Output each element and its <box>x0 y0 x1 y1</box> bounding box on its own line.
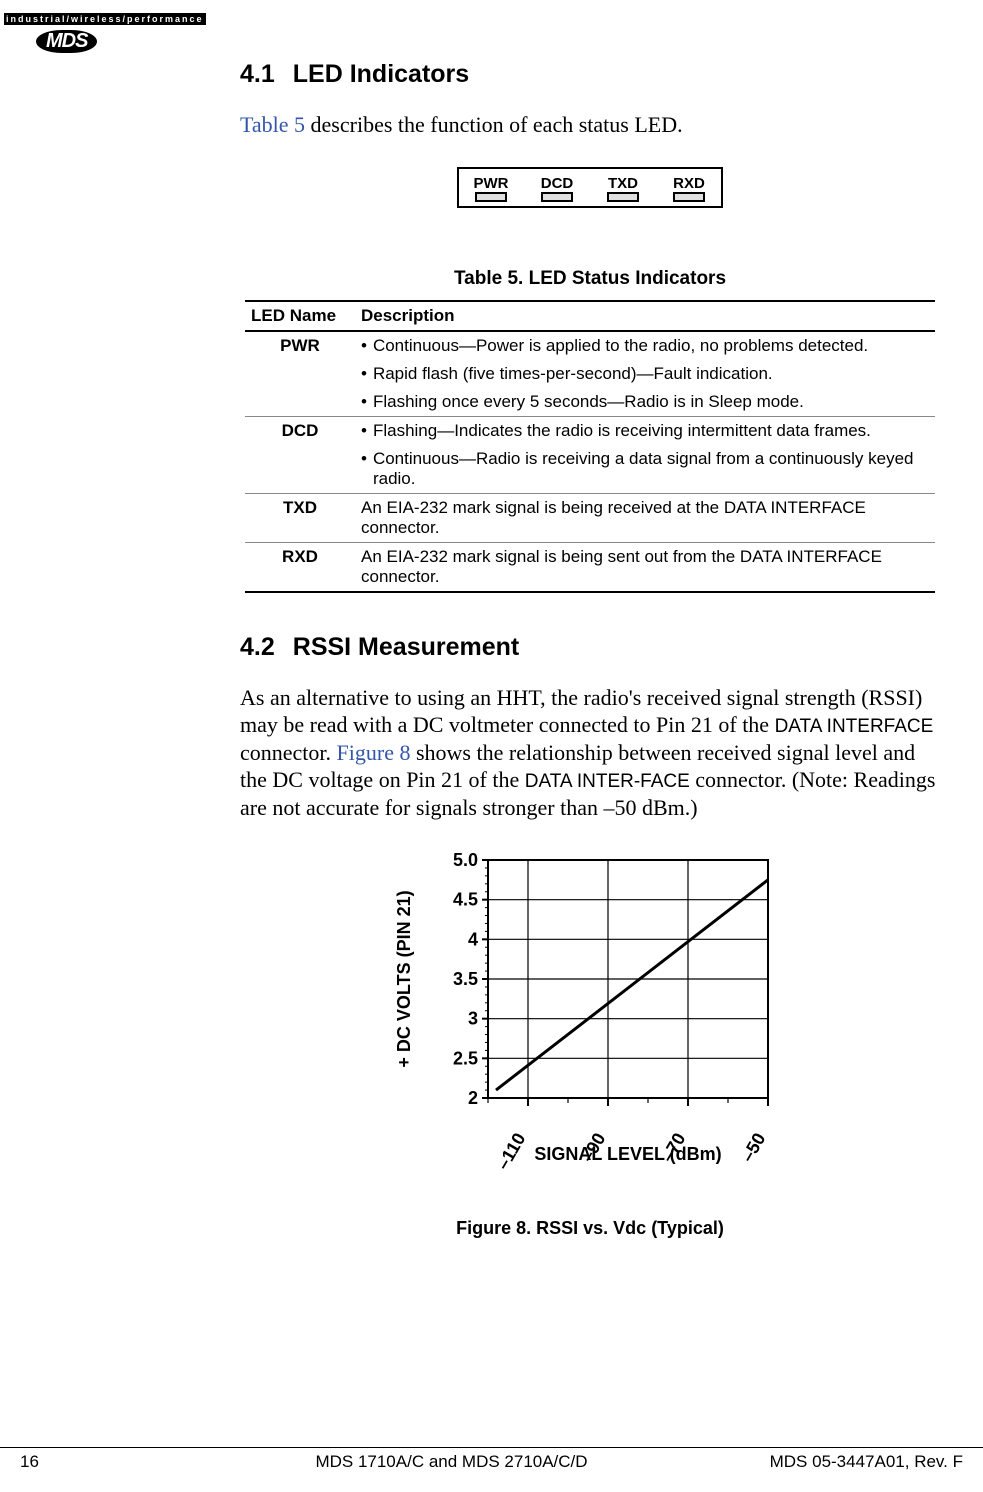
figure8-caption: Figure 8. RSSI vs. Vdc (Typical) <box>240 1218 940 1239</box>
led-name-cell: PWR <box>245 331 355 360</box>
description-cell: An EIA-232 mark signal is being received… <box>355 493 935 542</box>
section-number: 4.2 <box>240 633 275 661</box>
section-4-1-intro: Table 5 describes the function of each s… <box>240 111 940 139</box>
led-name-cell <box>245 360 355 388</box>
section-4-2-heading: 4.2 RSSI Measurement <box>240 633 940 662</box>
description-cell: •Flashing once every 5 seconds—Radio is … <box>355 388 935 417</box>
table-row: DCD•Flashing—Indicates the radio is rece… <box>245 416 935 445</box>
led-indicator: DCD <box>533 175 581 202</box>
led-name-cell: RXD <box>245 542 355 592</box>
svg-text:2: 2 <box>468 1088 478 1108</box>
table-row: •Flashing once every 5 seconds—Radio is … <box>245 388 935 417</box>
th-led-name: LED Name <box>245 301 355 331</box>
th-description: Description <box>355 301 935 331</box>
section-title: RSSI Measurement <box>293 633 519 661</box>
page-footer: 16 MDS 1710A/C and MDS 2710A/C/D MDS 05-… <box>0 1447 983 1472</box>
table-row: RXDAn EIA-232 mark signal is being sent … <box>245 542 935 592</box>
table-row: •Rapid flash (five times-per-second)—Fau… <box>245 360 935 388</box>
svg-text:2.5: 2.5 <box>453 1048 478 1068</box>
description-cell: •Continuous—Power is applied to the radi… <box>355 331 935 360</box>
figure8-link[interactable]: Figure 8 <box>337 740 411 765</box>
led-indicator: RXD <box>665 175 713 202</box>
smallcaps-text: DATA INTER-FACE <box>525 771 690 792</box>
logo-tagline: industrial/wireless/performance <box>4 13 206 25</box>
description-cell: •Continuous—Radio is receiving a data si… <box>355 445 935 494</box>
led-box-icon <box>673 192 705 202</box>
rssi-chart: 22.533.544.55.0–110–90–70–50+ DC VOLTS (… <box>370 850 810 1190</box>
description-cell: An EIA-232 mark signal is being sent out… <box>355 542 935 592</box>
table-row: PWR•Continuous—Power is applied to the r… <box>245 331 935 360</box>
description-cell: •Rapid flash (five times-per-second)—Fau… <box>355 360 935 388</box>
led-box-icon <box>607 192 639 202</box>
intro-text: describes the function of each status LE… <box>305 112 683 137</box>
led-name-cell: DCD <box>245 416 355 445</box>
footer-doc-title: MDS 1710A/C and MDS 2710A/C/D <box>200 1452 703 1472</box>
brand-logo: industrial/wireless/performance MDS <box>4 4 206 53</box>
svg-text:–110: –110 <box>493 1129 530 1173</box>
section-number: 4.1 <box>240 60 275 88</box>
svg-text:3.5: 3.5 <box>453 969 478 989</box>
table-row: TXDAn EIA-232 mark signal is being recei… <box>245 493 935 542</box>
table5-caption: Table 5. LED Status Indicators <box>240 268 940 290</box>
smallcaps-text: DATA INTERFACE <box>775 716 934 737</box>
led-status-table: LED Name Description PWR•Continuous—Powe… <box>245 300 935 593</box>
led-label: DCD <box>541 175 574 192</box>
footer-doc-id: MDS 05-3447A01, Rev. F <box>703 1452 983 1472</box>
led-name-cell <box>245 445 355 494</box>
led-indicator: TXD <box>599 175 647 202</box>
section-4-2-body: As an alternative to using an HHT, the r… <box>240 684 940 822</box>
led-panel-figure: PWR DCD TXD RXD <box>240 167 940 208</box>
footer-page-number: 16 <box>0 1452 200 1472</box>
section-4-1-heading: 4.1 LED Indicators <box>240 60 940 89</box>
svg-text:5.0: 5.0 <box>453 850 478 870</box>
table-row: •Continuous—Radio is receiving a data si… <box>245 445 935 494</box>
body-text: connector. <box>240 740 337 765</box>
section-title: LED Indicators <box>293 60 469 88</box>
logo-brand: MDS <box>36 30 97 53</box>
svg-text:–50: –50 <box>737 1129 769 1165</box>
led-label: RXD <box>673 175 705 192</box>
table5-link[interactable]: Table 5 <box>240 112 305 137</box>
svg-text:3: 3 <box>468 1008 478 1028</box>
svg-text:SIGNAL LEVEL (dBm): SIGNAL LEVEL (dBm) <box>534 1144 721 1164</box>
led-indicator: PWR <box>467 175 515 202</box>
svg-text:4: 4 <box>468 929 478 949</box>
led-panel: PWR DCD TXD RXD <box>457 167 723 208</box>
led-name-cell <box>245 388 355 417</box>
rssi-chart-figure: 22.533.544.55.0–110–90–70–50+ DC VOLTS (… <box>240 850 940 1239</box>
led-box-icon <box>475 192 507 202</box>
page-content: 4.1 LED Indicators Table 5 describes the … <box>240 60 940 1239</box>
led-label: PWR <box>474 175 509 192</box>
svg-text:+ DC VOLTS (PIN 21): + DC VOLTS (PIN 21) <box>394 890 414 1067</box>
led-label: TXD <box>608 175 638 192</box>
led-box-icon <box>541 192 573 202</box>
led-name-cell: TXD <box>245 493 355 542</box>
svg-text:4.5: 4.5 <box>453 889 478 909</box>
description-cell: •Flashing—Indicates the radio is receivi… <box>355 416 935 445</box>
